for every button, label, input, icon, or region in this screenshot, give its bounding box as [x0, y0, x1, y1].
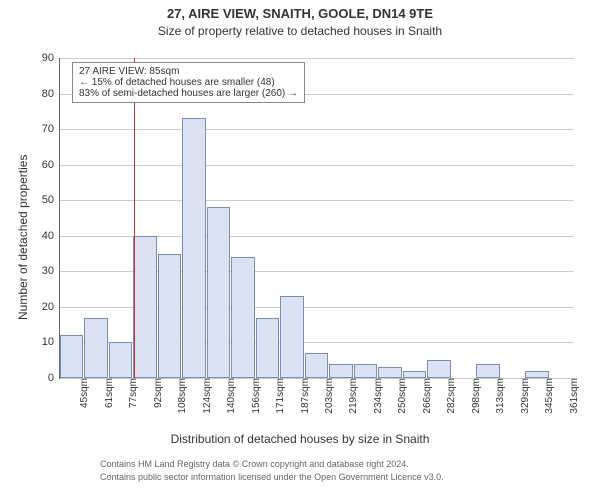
- histogram-bar: [378, 367, 401, 378]
- x-tick-label: 329sqm: [516, 378, 531, 414]
- histogram-bar: [427, 360, 450, 378]
- chart-title-subtitle: Size of property relative to detached ho…: [0, 24, 600, 38]
- annotation-box: 27 AIRE VIEW: 85sqm← 15% of detached hou…: [72, 62, 305, 103]
- x-tick-label: 92sqm: [149, 378, 164, 408]
- histogram-bar: [158, 254, 181, 378]
- x-tick-label: 187sqm: [296, 378, 311, 414]
- y-tick-label: 80: [42, 88, 60, 100]
- y-tick-label: 90: [42, 52, 60, 64]
- histogram-bar: [305, 353, 328, 378]
- x-tick-label: 250sqm: [393, 378, 408, 414]
- annotation-line1: 27 AIRE VIEW: 85sqm: [79, 66, 298, 77]
- x-axis-title: Distribution of detached houses by size …: [0, 432, 600, 446]
- gridline: [60, 129, 574, 130]
- histogram-bar: [476, 364, 499, 378]
- y-tick-label: 20: [42, 301, 60, 313]
- chart-title-address: 27, AIRE VIEW, SNAITH, GOOLE, DN14 9TE: [0, 6, 600, 21]
- x-tick-label: 203sqm: [320, 378, 335, 414]
- histogram-bar: [60, 335, 83, 378]
- x-tick-label: 282sqm: [442, 378, 457, 414]
- histogram-bar: [207, 207, 230, 378]
- histogram-bar: [109, 342, 132, 378]
- x-tick-label: 313sqm: [491, 378, 506, 414]
- histogram-bar: [256, 318, 279, 378]
- x-tick-label: 108sqm: [173, 378, 188, 414]
- x-tick-label: 77sqm: [124, 378, 139, 408]
- histogram-bar: [354, 364, 377, 378]
- x-tick-label: 234sqm: [369, 378, 384, 414]
- chart-container: 27, AIRE VIEW, SNAITH, GOOLE, DN14 9TE S…: [0, 0, 600, 500]
- y-tick-label: 0: [48, 372, 60, 384]
- histogram-bar: [525, 371, 548, 378]
- histogram-bar: [182, 118, 205, 378]
- x-tick-label: 140sqm: [222, 378, 237, 414]
- x-tick-label: 171sqm: [271, 378, 286, 414]
- y-tick-label: 10: [42, 336, 60, 348]
- x-tick-label: 361sqm: [565, 378, 580, 414]
- histogram-bar: [329, 364, 352, 378]
- x-tick-label: 156sqm: [247, 378, 262, 414]
- plot-area: 010203040506070809045sqm61sqm77sqm92sqm1…: [59, 58, 574, 379]
- y-axis-title: Number of detached properties: [16, 155, 30, 320]
- property-marker-line: [134, 58, 135, 378]
- x-tick-label: 298sqm: [467, 378, 482, 414]
- histogram-bar: [133, 236, 156, 378]
- gridline: [60, 165, 574, 166]
- x-tick-label: 61sqm: [100, 378, 115, 408]
- credits-line1: Contains HM Land Registry data © Crown c…: [100, 458, 444, 471]
- y-tick-label: 50: [42, 194, 60, 206]
- annotation-line3: 83% of semi-detached houses are larger (…: [79, 88, 298, 99]
- y-tick-label: 40: [42, 230, 60, 242]
- y-tick-label: 60: [42, 159, 60, 171]
- x-tick-label: 45sqm: [75, 378, 90, 408]
- histogram-bar: [231, 257, 254, 378]
- y-tick-label: 30: [42, 265, 60, 277]
- credits-text: Contains HM Land Registry data © Crown c…: [100, 458, 444, 483]
- x-tick-label: 266sqm: [418, 378, 433, 414]
- histogram-bar: [84, 318, 107, 378]
- x-tick-label: 124sqm: [198, 378, 213, 414]
- gridline: [60, 200, 574, 201]
- histogram-bar: [280, 296, 303, 378]
- x-tick-label: 345sqm: [540, 378, 555, 414]
- y-tick-label: 70: [42, 123, 60, 135]
- credits-line2: Contains public sector information licen…: [100, 471, 444, 484]
- x-tick-label: 219sqm: [344, 378, 359, 414]
- histogram-bar: [403, 371, 426, 378]
- gridline: [60, 58, 574, 59]
- annotation-line2: ← 15% of detached houses are smaller (48…: [79, 77, 298, 88]
